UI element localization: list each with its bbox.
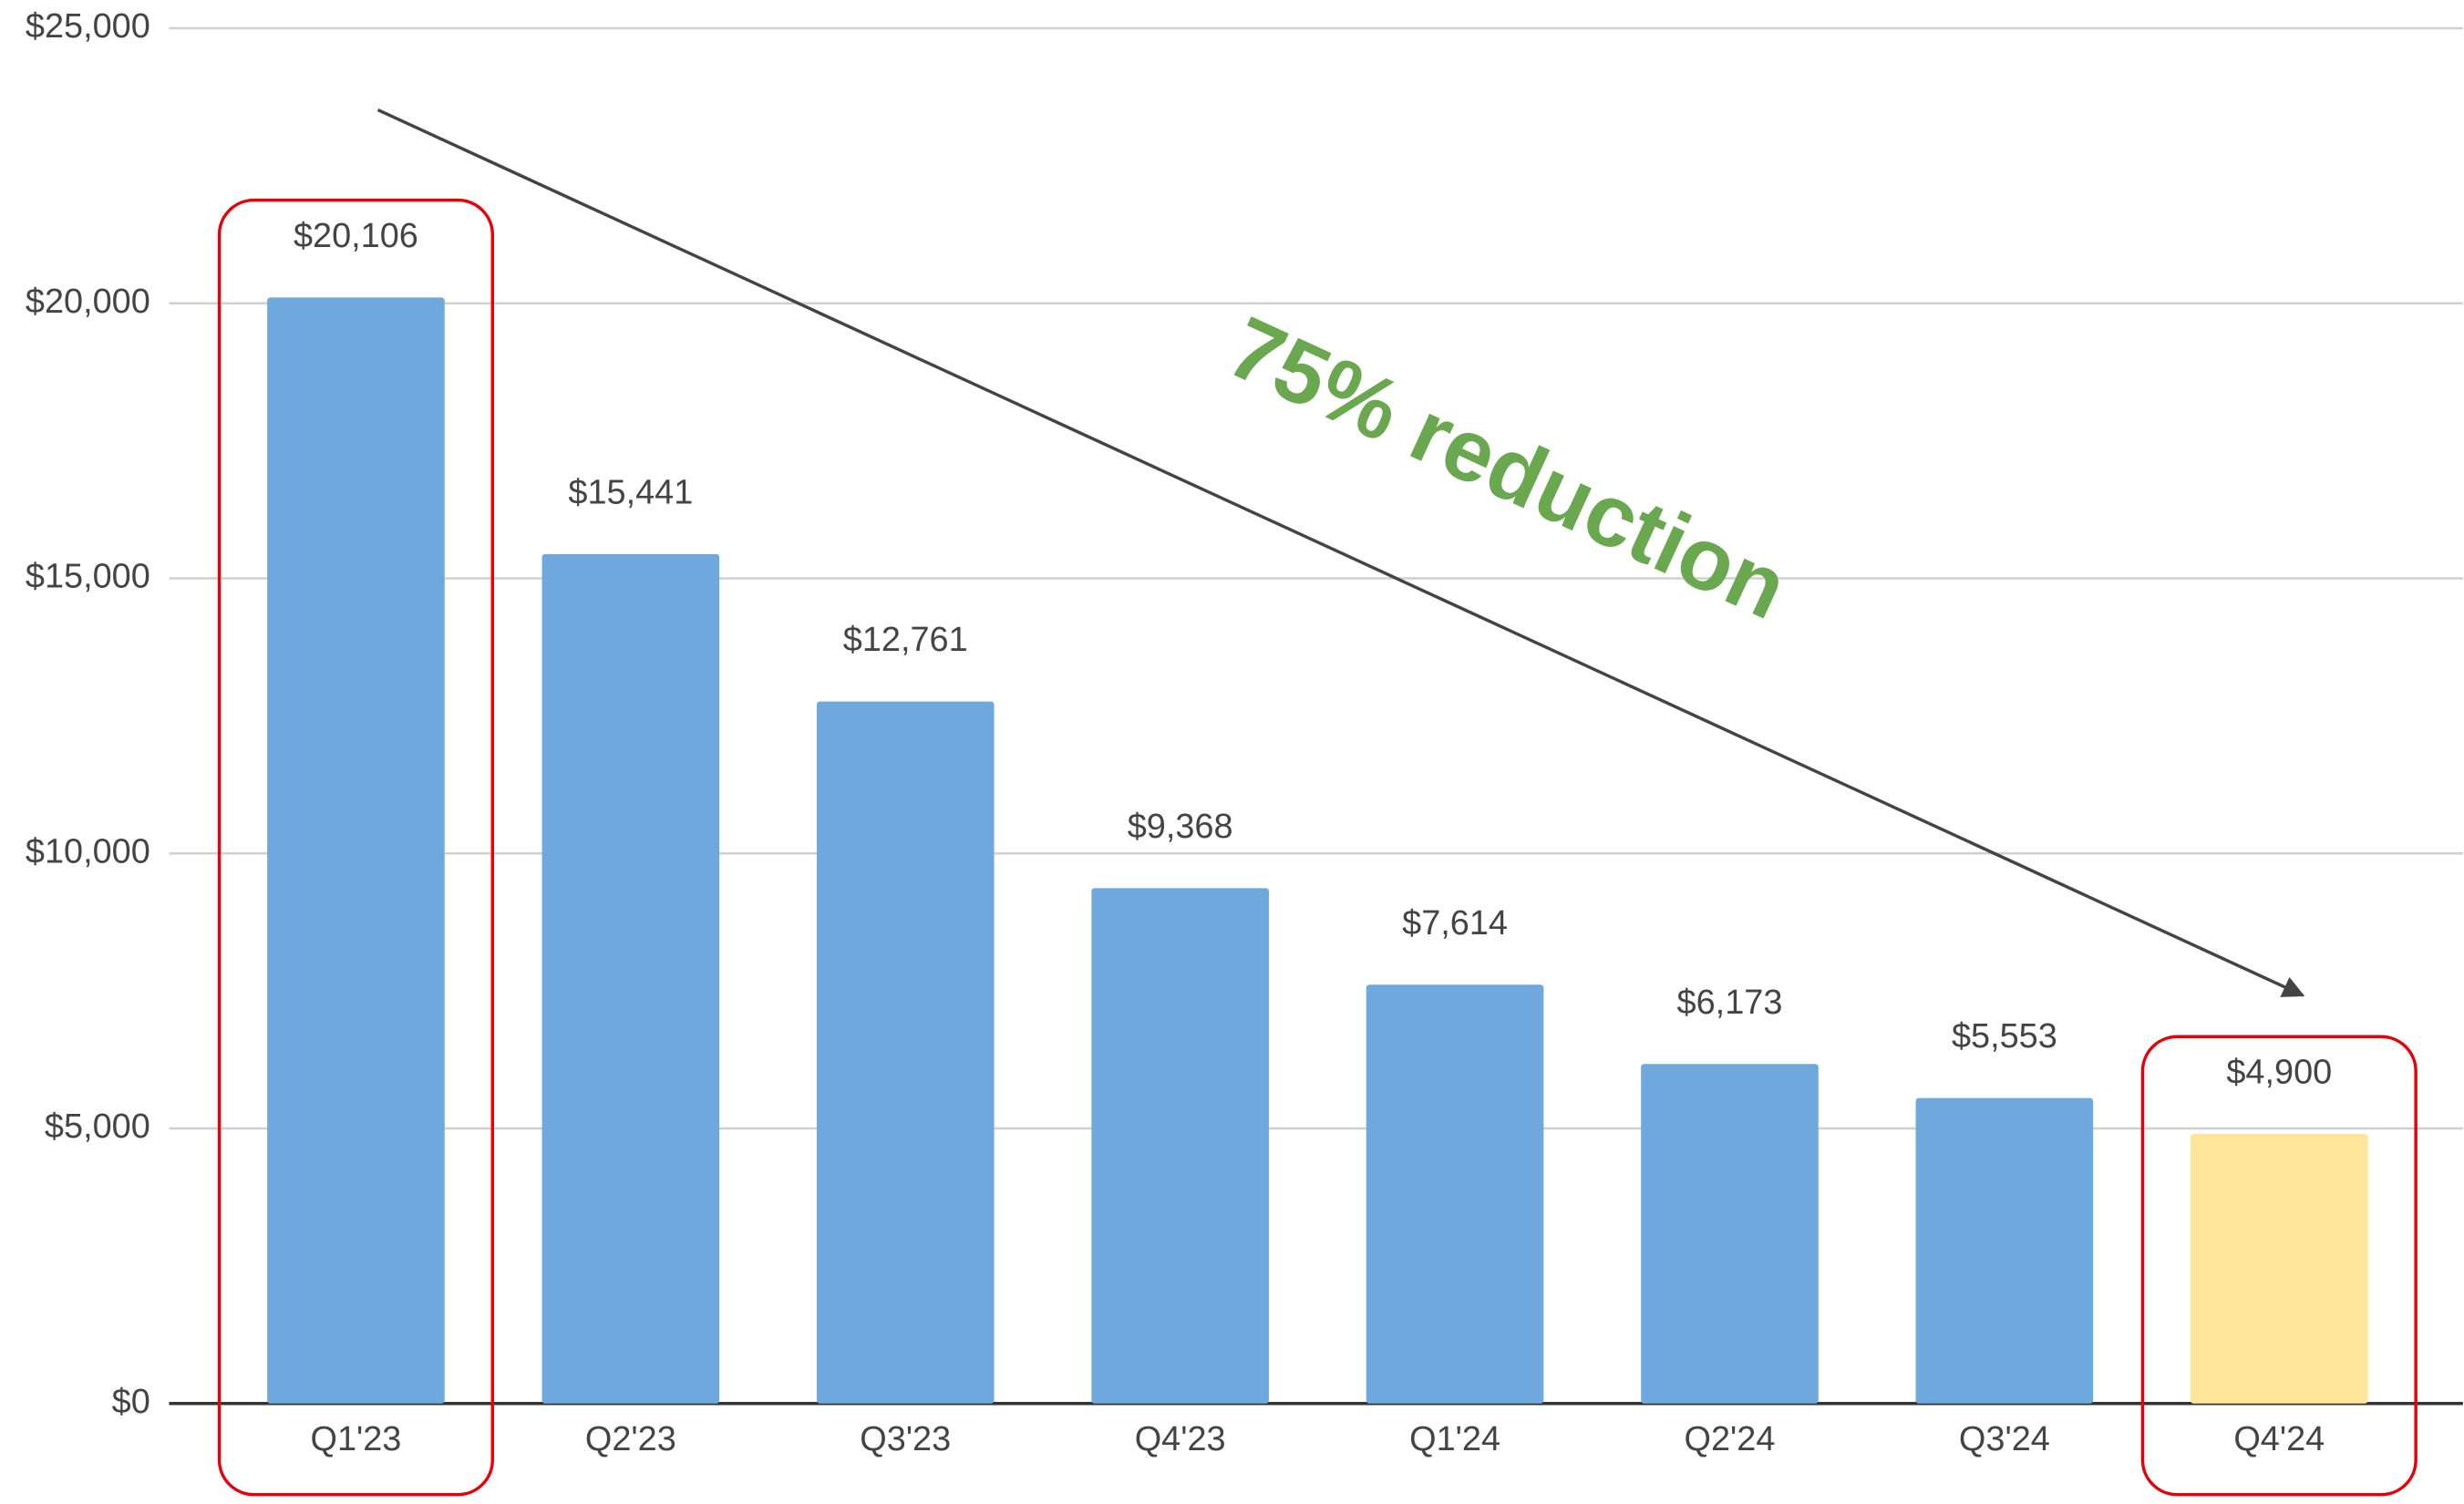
x-tick-label: Q3'24 [1959,1420,2050,1458]
trend-arrow [376,108,2305,997]
value-label: $15,441 [568,473,693,511]
x-tick-label: Q4'24 [2233,1420,2325,1458]
x-tick-label: Q2'23 [585,1420,676,1458]
bar [816,701,995,1404]
y-tick-label: $5,000 [45,1107,150,1146]
x-tick-label: Q3'23 [860,1420,951,1458]
value-label: $9,368 [1128,808,1233,846]
value-label: $7,614 [1402,904,1508,943]
bar [267,297,445,1404]
y-tick-label: $10,000 [26,832,150,870]
highlight-box [217,198,495,1497]
value-label: $4,900 [2226,1054,2332,1092]
bar [1091,888,1269,1404]
y-tick-label: $25,000 [26,7,150,46]
x-tick-label: Q1'23 [310,1420,401,1458]
bar [1366,984,1544,1404]
value-label: $20,106 [294,217,418,255]
bar [541,553,720,1404]
x-tick-label: Q1'24 [1409,1420,1500,1458]
y-tick-label: $20,000 [26,283,150,321]
annotation: 75% reduction [1214,298,1801,638]
y-tick-label: $0 [112,1383,150,1421]
value-label: $6,173 [1677,984,1783,1022]
x-tick-label: Q4'23 [1135,1420,1226,1458]
highlight-box [2140,1035,2418,1497]
bar [2190,1134,2368,1404]
x-tick-label: Q2'24 [1685,1420,1776,1458]
value-label: $5,553 [1952,1017,2057,1056]
y-tick-label: $15,000 [26,558,150,596]
bar [1915,1097,2094,1404]
bar [1641,1064,1819,1404]
value-label: $12,761 [843,621,968,659]
